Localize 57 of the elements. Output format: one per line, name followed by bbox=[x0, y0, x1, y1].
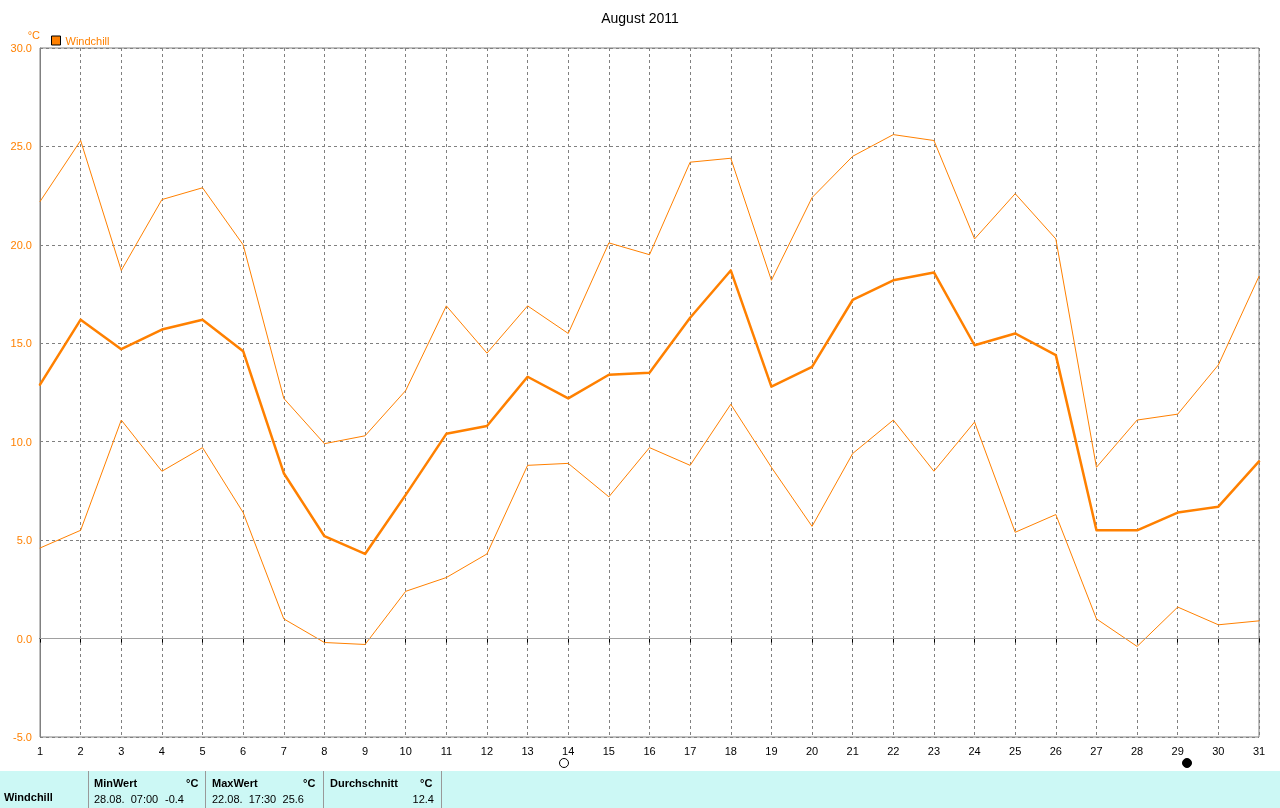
text: °C bbox=[420, 777, 433, 789]
x-tick-label: 8 bbox=[321, 744, 328, 757]
y-tick-label: 20.0 bbox=[10, 238, 32, 251]
line-series bbox=[38, 269, 1261, 556]
x-tick-label: 6 bbox=[240, 744, 247, 757]
line-series bbox=[39, 134, 1260, 468]
y-axis-title: °C bbox=[27, 28, 41, 41]
text: 28.08. 07:00 bbox=[94, 793, 159, 805]
x-tick-label: 30 bbox=[1212, 744, 1225, 757]
x-tick-label: 11 bbox=[440, 744, 453, 757]
x-tick-label: 25 bbox=[1009, 744, 1022, 757]
x-tick-label: 20 bbox=[805, 744, 819, 757]
x-tick-label: 29 bbox=[1171, 744, 1184, 757]
x-tick-label: 15 bbox=[602, 744, 615, 757]
text: °C bbox=[186, 777, 199, 789]
chart-title: August 2011 bbox=[601, 10, 679, 26]
text: Durchschnitt bbox=[330, 777, 398, 789]
text: 22.08. 17:30 bbox=[212, 793, 277, 805]
y-tick-label: 15.0 bbox=[10, 337, 32, 350]
x-tick-label: 7 bbox=[280, 744, 287, 757]
x-tick-label: 12 bbox=[480, 744, 494, 757]
y-tick-label: 5.0 bbox=[16, 534, 32, 547]
x-tick-label: 21 bbox=[846, 744, 859, 757]
x-tick-label: 26 bbox=[1049, 744, 1062, 757]
x-tick-label: 19 bbox=[765, 744, 778, 757]
legend-label: Windchill bbox=[65, 34, 110, 47]
x-tick-label: 5 bbox=[199, 744, 206, 757]
text: 12.4 bbox=[412, 793, 434, 805]
text: MinWert bbox=[94, 777, 138, 789]
text: -0.4 bbox=[165, 793, 184, 805]
x-tick-label: 31 bbox=[1252, 744, 1266, 757]
y-tick-label: -5.0 bbox=[13, 731, 32, 743]
text: Windchill bbox=[4, 791, 53, 803]
text: °C bbox=[303, 777, 316, 789]
x-tick-label: 27 bbox=[1090, 744, 1103, 757]
x-tick-label: 23 bbox=[927, 744, 941, 757]
x-tick-label: 1 bbox=[36, 744, 44, 757]
x-tick-label: 13 bbox=[521, 744, 534, 757]
x-tick-label: 24 bbox=[968, 744, 981, 757]
x-tick-label: 18 bbox=[724, 744, 737, 757]
x-tick-label: 17 bbox=[684, 744, 697, 757]
x-tick-label: 3 bbox=[118, 744, 125, 757]
text: MaxWert bbox=[212, 777, 258, 789]
line-series bbox=[39, 403, 1260, 647]
x-tick-label: 2 bbox=[77, 744, 84, 757]
x-tick-label: 4 bbox=[158, 744, 165, 757]
x-tick-label: 28 bbox=[1130, 744, 1144, 757]
x-tick-label: 9 bbox=[362, 744, 369, 757]
y-tick-label: 10.0 bbox=[10, 435, 32, 448]
text: 25.6 bbox=[282, 793, 304, 805]
x-tick-label: 22 bbox=[887, 744, 900, 757]
y-tick-label: 0.0 bbox=[16, 632, 32, 645]
y-tick-label: 25.0 bbox=[10, 140, 32, 153]
x-tick-label: 10 bbox=[399, 744, 412, 757]
x-tick-label: 14 bbox=[562, 744, 575, 757]
x-tick-label: 16 bbox=[643, 744, 656, 757]
y-tick-label: 30.0 bbox=[10, 42, 32, 54]
